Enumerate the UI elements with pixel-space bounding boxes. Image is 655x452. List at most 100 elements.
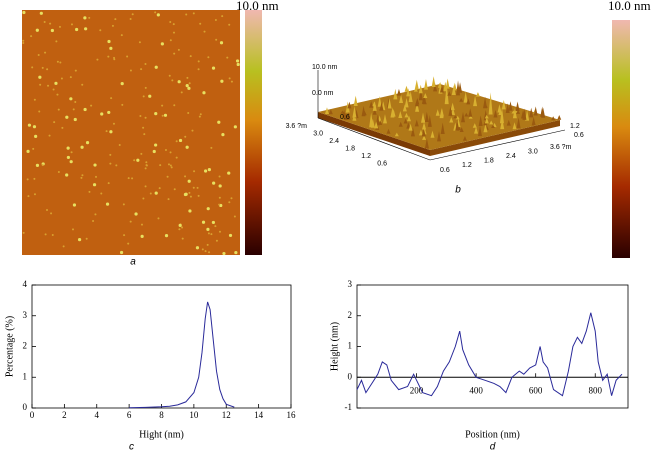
afm-spike bbox=[466, 98, 471, 105]
afm-grain bbox=[207, 232, 210, 235]
axis-label: 0.6 bbox=[340, 114, 350, 121]
afm-spike bbox=[362, 111, 367, 116]
afm-grain bbox=[199, 113, 202, 116]
afm-spike bbox=[369, 101, 374, 108]
afm-spike bbox=[450, 102, 455, 111]
afm-grain bbox=[228, 201, 231, 204]
afm-grain bbox=[221, 15, 224, 18]
afm-grain bbox=[144, 116, 147, 119]
afm-grain bbox=[50, 28, 54, 33]
afm-grain bbox=[167, 163, 170, 166]
afm-grain bbox=[160, 42, 164, 46]
afm-spike bbox=[379, 102, 384, 111]
afm-grain bbox=[92, 183, 97, 187]
afm-grain bbox=[191, 129, 194, 132]
afm-grain bbox=[201, 248, 204, 251]
x-tick-label: 4 bbox=[95, 410, 100, 420]
afm-grain bbox=[144, 167, 147, 170]
axis-label: 1.2 bbox=[462, 162, 472, 169]
afm-grain bbox=[111, 24, 114, 27]
afm-grain bbox=[164, 234, 169, 238]
afm-grain bbox=[72, 108, 75, 111]
afm-spike bbox=[386, 128, 391, 134]
afm-spike bbox=[499, 106, 504, 124]
afm-grain bbox=[118, 144, 121, 147]
afm-grain bbox=[123, 234, 126, 237]
afm-spike bbox=[414, 119, 419, 127]
afm-grain bbox=[70, 23, 73, 26]
y-tick-label: 0 bbox=[23, 402, 28, 412]
afm-grain bbox=[96, 58, 99, 61]
panel-caption: b bbox=[455, 185, 461, 196]
afm-grain bbox=[178, 228, 181, 231]
afm-grain bbox=[163, 113, 168, 117]
axis-label: 0.6 bbox=[440, 167, 450, 174]
afm-spike bbox=[455, 115, 460, 120]
afm-spike bbox=[453, 115, 458, 119]
afm-grain bbox=[142, 197, 145, 200]
afm-grain bbox=[90, 104, 93, 107]
afm-spike bbox=[439, 85, 444, 93]
afm-grain bbox=[53, 121, 56, 124]
afm-grain bbox=[120, 34, 123, 37]
afm-grain bbox=[228, 23, 231, 26]
afm-spike bbox=[404, 112, 409, 118]
afm-grain bbox=[105, 130, 108, 133]
afm-spike bbox=[340, 110, 345, 114]
afm-grain bbox=[173, 52, 176, 55]
afm-grain bbox=[71, 228, 74, 231]
afm-grain bbox=[122, 203, 125, 206]
afm-grain bbox=[50, 212, 53, 215]
x-tick-label: 2 bbox=[62, 410, 67, 420]
afm-spike bbox=[406, 115, 411, 122]
afm-grain bbox=[33, 193, 36, 196]
colorbar-label: 10.0 nm bbox=[608, 0, 651, 13]
afm-grain bbox=[109, 46, 113, 50]
afm-grain bbox=[184, 175, 187, 178]
afm-spike bbox=[427, 115, 432, 127]
afm-spike bbox=[421, 112, 426, 123]
afm-grain bbox=[207, 168, 211, 172]
afm-grain bbox=[178, 223, 182, 227]
afm-grain bbox=[169, 39, 172, 42]
afm-grain bbox=[37, 54, 40, 57]
afm-spike bbox=[418, 88, 423, 101]
afm-spike bbox=[468, 115, 473, 119]
afm-spike bbox=[406, 88, 411, 97]
afm-spike bbox=[423, 93, 428, 98]
axis-label: 2.4 bbox=[506, 153, 516, 160]
x-tick-label: 14 bbox=[254, 410, 264, 420]
panel-caption: a bbox=[130, 257, 136, 268]
afm-spike bbox=[393, 88, 398, 100]
afm-grain bbox=[214, 225, 217, 228]
afm-grain bbox=[236, 62, 240, 67]
axis-label: 2.4 bbox=[329, 138, 339, 145]
afm-grain bbox=[88, 16, 91, 19]
afm-spike bbox=[512, 107, 517, 119]
y-tick-label: 1 bbox=[348, 341, 353, 351]
afm-grain bbox=[197, 68, 200, 71]
afm-spike bbox=[414, 100, 419, 107]
afm-spike bbox=[372, 108, 377, 115]
axis-label: 0.6 bbox=[377, 160, 387, 167]
afm-grain bbox=[129, 69, 132, 72]
afm-grain bbox=[204, 250, 207, 253]
afm-spike bbox=[458, 82, 463, 93]
afm-spike bbox=[490, 124, 495, 129]
afm-grain bbox=[56, 60, 59, 63]
afm-grain bbox=[148, 94, 152, 98]
afm-spike bbox=[377, 96, 382, 107]
afm-spike bbox=[415, 102, 420, 112]
afm-spike bbox=[418, 84, 423, 94]
afm-spike bbox=[423, 79, 428, 90]
afm-grain bbox=[75, 27, 79, 32]
afm-spike bbox=[472, 123, 477, 128]
afm-grain bbox=[157, 217, 160, 220]
afm-grain bbox=[142, 126, 145, 129]
afm-grain bbox=[140, 152, 143, 155]
afm-spike bbox=[435, 109, 440, 116]
afm-grain bbox=[33, 177, 36, 180]
afm-spike bbox=[463, 91, 468, 103]
afm-grain bbox=[41, 66, 44, 69]
afm-spike bbox=[473, 95, 478, 107]
